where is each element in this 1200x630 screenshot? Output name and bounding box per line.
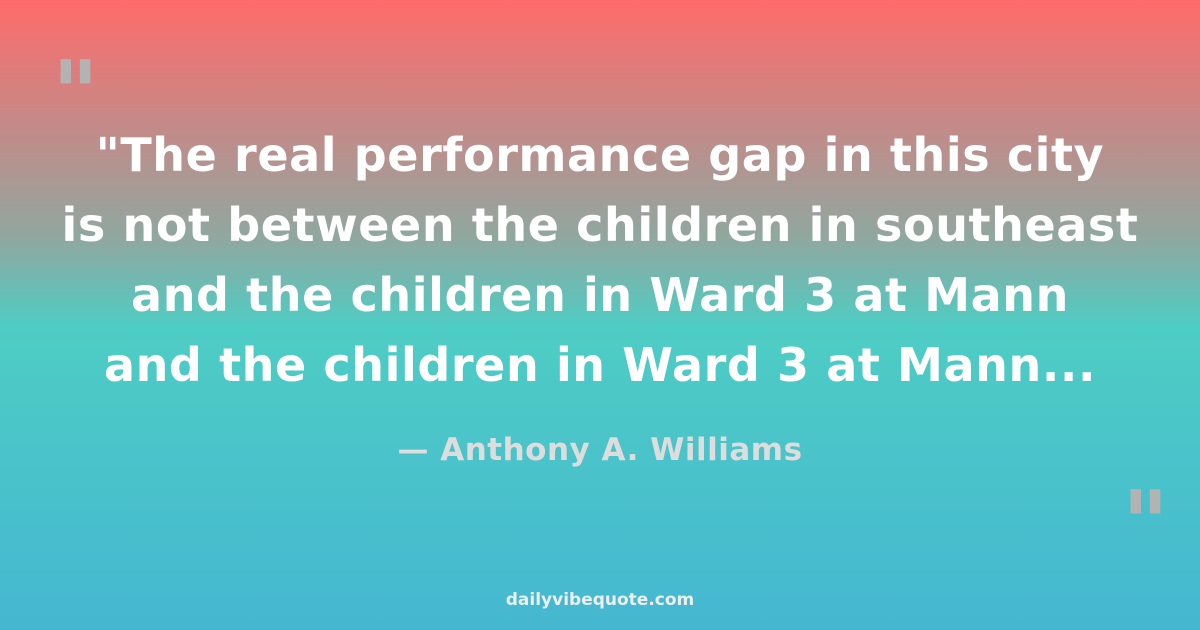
open-quote-mark-icon: " — [52, 42, 99, 147]
quote-author: — Anthony A. Williams — [397, 432, 803, 468]
close-quote-mark-icon: " — [1122, 472, 1169, 577]
quote-line: and the children in Ward 3 at Mann... — [103, 338, 1097, 392]
quote-line: and the children in Ward 3 at Mann — [131, 268, 1069, 322]
quote-text: "The real performance gap in this city i… — [40, 120, 1160, 400]
quote-line: is not between the children in southeast — [61, 198, 1139, 252]
site-watermark: dailyvibequote.com — [505, 590, 695, 610]
quote-line: "The real performance gap in this city — [95, 128, 1105, 182]
